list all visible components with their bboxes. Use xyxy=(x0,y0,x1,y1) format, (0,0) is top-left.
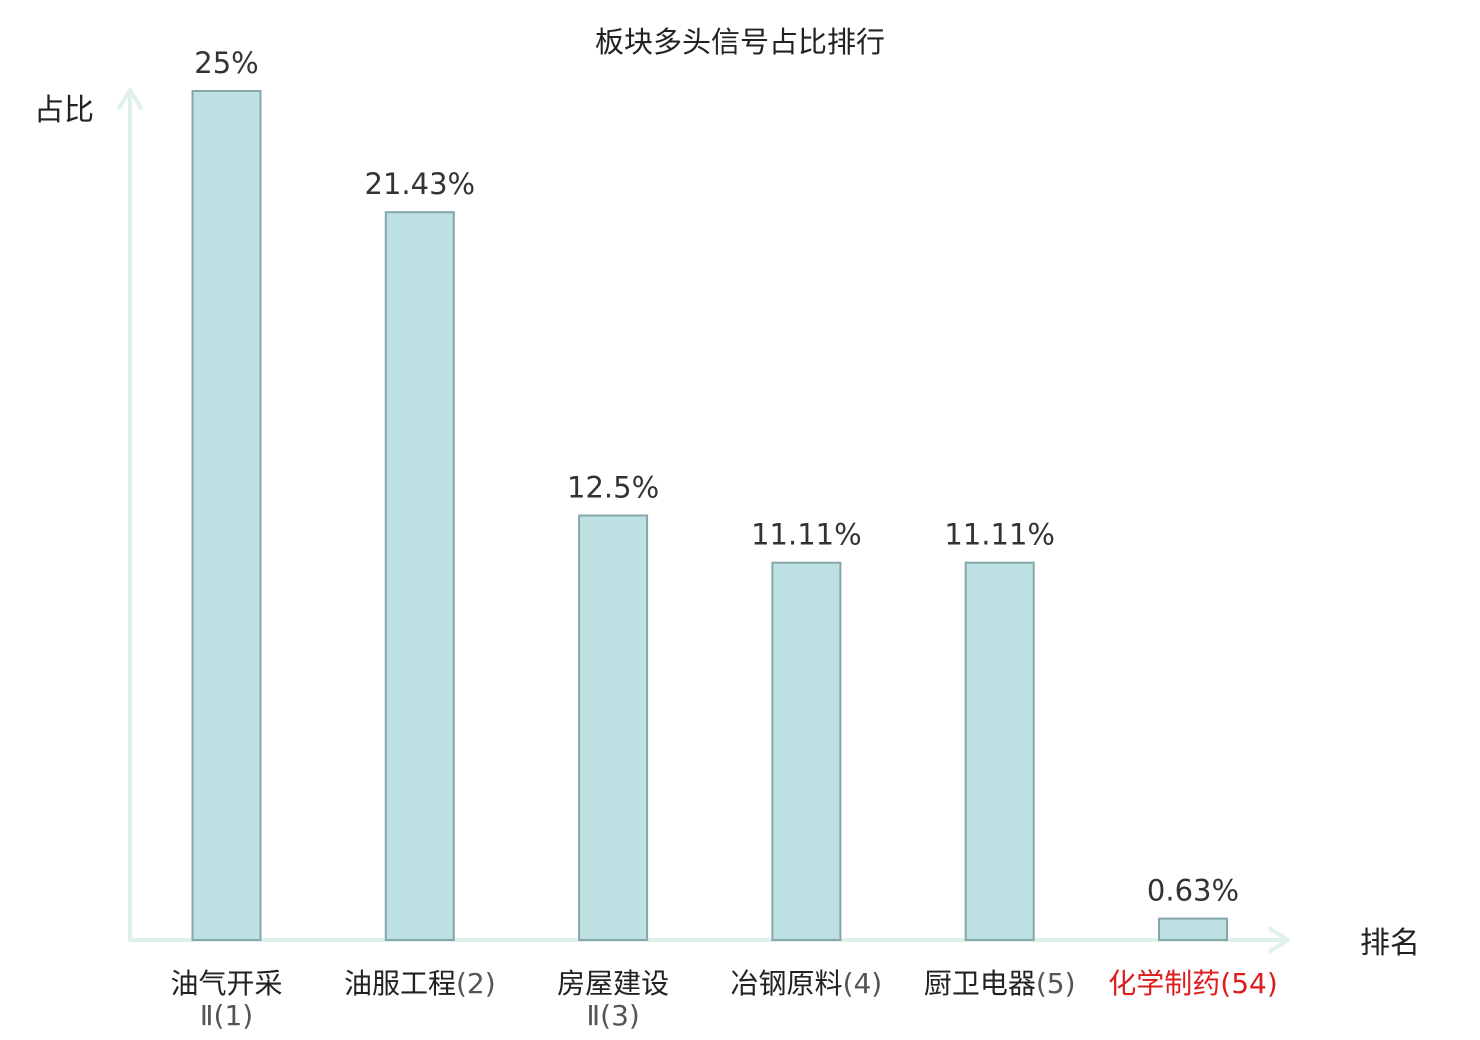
bar xyxy=(384,211,455,941)
bar-value-label: 11.11% xyxy=(944,518,1055,552)
category-label: 冶钢原料(4) xyxy=(731,967,883,1000)
bar-value-label: 12.5% xyxy=(567,471,659,505)
bar xyxy=(964,561,1035,941)
category-label: 房屋建设 xyxy=(557,967,669,1000)
bar-value-label: 25% xyxy=(194,46,258,80)
category-label: 化学制药(54) xyxy=(1108,967,1278,1000)
bar-value-label: 21.43% xyxy=(365,167,476,201)
y-axis-label: 占比 xyxy=(34,93,94,128)
category-label: 厨卫电器(5) xyxy=(924,967,1076,1000)
bar xyxy=(191,90,262,941)
axes xyxy=(117,88,1290,953)
category-name: 化学制药 xyxy=(1108,967,1220,1000)
bar xyxy=(578,514,649,941)
category-label: 油服工程(2) xyxy=(344,967,496,1000)
value-labels-group: 25% 21.43% 12.5% 11.11% 11.11% 0.63% xyxy=(194,46,1239,908)
category-name: 房屋建设 xyxy=(557,967,669,1000)
category-rank: (2) xyxy=(456,967,496,1000)
category-rank: (5) xyxy=(1036,967,1076,1000)
bar xyxy=(771,561,842,941)
x-axis-arrow xyxy=(1268,927,1290,953)
category-name: 冶钢原料 xyxy=(731,967,843,1000)
category-rank: (4) xyxy=(843,967,883,1000)
category-label: 油气开采 xyxy=(170,967,282,1000)
category-name: 油服工程 xyxy=(344,967,456,1000)
category-rank: (54) xyxy=(1220,967,1277,1000)
bars-group xyxy=(191,90,1228,941)
bar-value-label: 0.63% xyxy=(1147,874,1239,908)
bar xyxy=(1158,917,1228,941)
category-name: 油气开采 xyxy=(170,967,282,1000)
chart-title: 板块多头信号占比排行 xyxy=(595,25,885,59)
category-name: 厨卫电器 xyxy=(924,967,1036,1000)
category-rank: Ⅱ(1) xyxy=(200,999,253,1032)
x-axis-label: 排名 xyxy=(1360,926,1420,961)
bar-value-label: 11.11% xyxy=(751,518,862,552)
y-axis-arrow xyxy=(117,88,143,110)
category-rank: Ⅱ(3) xyxy=(586,999,639,1032)
